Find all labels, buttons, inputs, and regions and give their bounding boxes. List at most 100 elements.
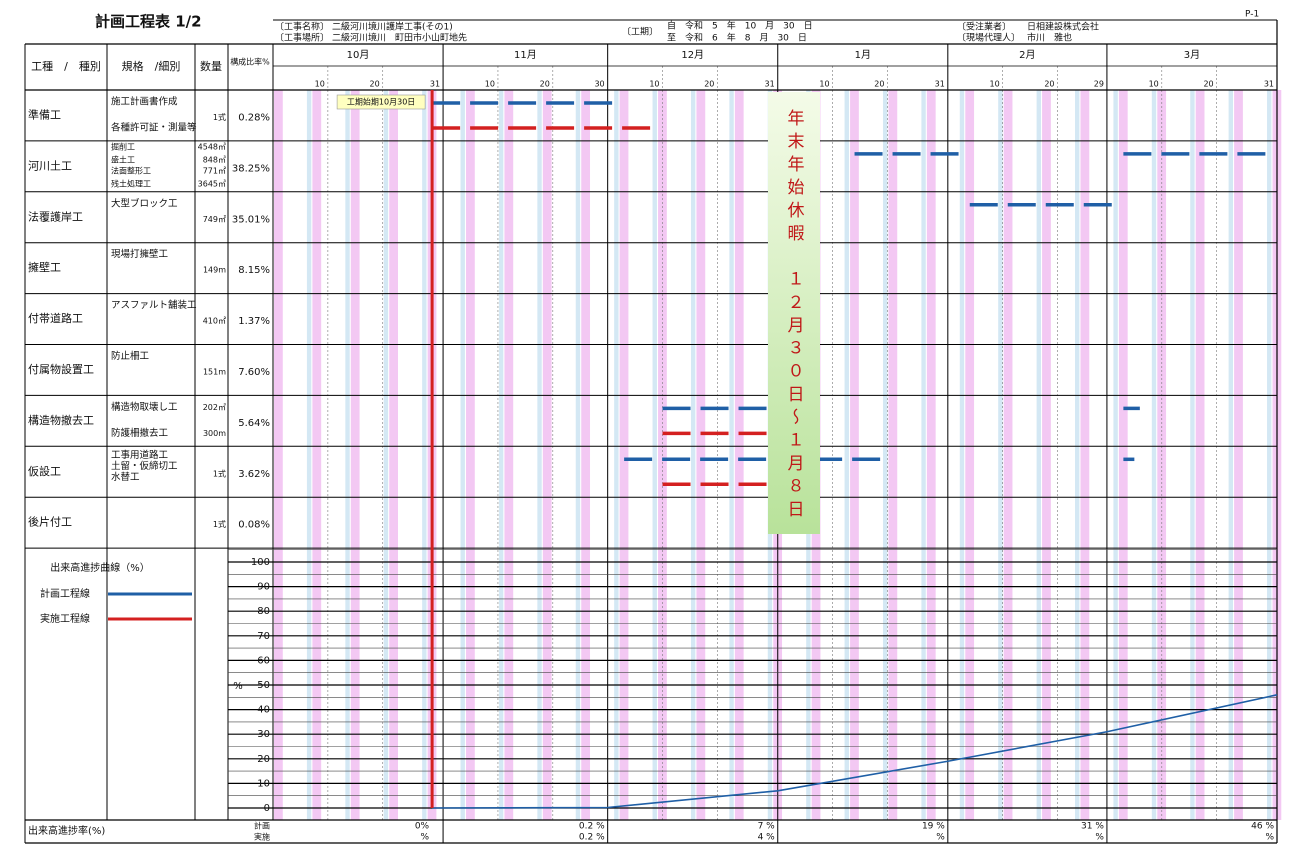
weekend-stripe <box>882 90 888 820</box>
weekend-stripe <box>306 90 312 820</box>
y-tick-label: 0 <box>264 803 270 814</box>
spec: 掘削工 <box>111 141 135 151</box>
spec: 水替工 <box>111 471 140 483</box>
day-tick-label: 10 <box>1149 80 1159 89</box>
weekend-stripe <box>383 90 389 820</box>
weekend-stripe <box>1080 90 1090 820</box>
day-tick-label: 31 <box>430 80 440 89</box>
ratio: 0.28% <box>238 112 270 123</box>
weekend-stripe <box>1267 90 1272 820</box>
day-tick-label: 31 <box>765 80 775 89</box>
day-tick-label: 31 <box>1264 80 1274 89</box>
quantity: 149m <box>203 266 226 275</box>
label: 〔工事名称〕 <box>275 21 329 33</box>
weekend-stripe <box>1003 90 1013 820</box>
weekend-stripe <box>498 90 504 820</box>
day-tick-label: 20 <box>874 80 884 89</box>
spec: 土留・仮締切工 <box>111 460 178 472</box>
legend-label: 実施工程線 <box>40 612 90 625</box>
y-tick-label: 50 <box>257 680 270 691</box>
project: 二級河川境川護岸工事(その1) <box>332 21 453 33</box>
weekend-stripe <box>345 90 350 820</box>
quantity: 848㎥ <box>203 155 226 164</box>
day-tick-label: 20 <box>1044 80 1054 89</box>
weekend-stripe <box>926 90 936 820</box>
spec: 各種許可証・測量等 <box>111 122 197 134</box>
weekend-stripe <box>1234 90 1243 820</box>
spec: 工事用道路工 <box>111 449 169 461</box>
day-tick-label: 20 <box>370 80 380 89</box>
weekend-stripe <box>1151 90 1157 820</box>
day-tick-label: 10 <box>485 80 495 89</box>
row-label: 出来高進捗率(%) <box>28 824 105 837</box>
weekend-stripe <box>619 90 629 820</box>
weekend-stripe <box>1075 90 1080 820</box>
quantity: 771㎡ <box>203 166 226 175</box>
month-label: 11月 <box>514 49 537 61</box>
label: 〔工事場所〕 <box>275 32 329 44</box>
weekend-stripe <box>888 90 898 820</box>
row-label: 計画 <box>254 821 270 831</box>
task-name: 河川土工 <box>28 159 72 172</box>
month-label: 1月 <box>855 49 871 61</box>
ratio: 7.60% <box>238 367 270 378</box>
period: 自 令和 5 年 10 月 30 日 <box>667 20 813 32</box>
month-label: 3月 <box>1184 49 1200 61</box>
spec: 現場打擁壁工 <box>111 248 169 260</box>
day-tick-label: 31 <box>935 80 945 89</box>
weekend-stripe <box>581 90 591 820</box>
label: 〔工期〕 <box>622 27 658 38</box>
day-tick-label: 20 <box>540 80 550 89</box>
milestone-box <box>336 94 426 110</box>
weekend-stripe <box>1113 90 1118 820</box>
month-label: 10月 <box>347 49 370 61</box>
title: 計画工程表 1/2 <box>95 13 202 31</box>
ratio: 38.25% <box>232 163 270 174</box>
task-name: 構造物撤去工 <box>28 413 94 427</box>
weekend-stripe <box>274 90 283 820</box>
plan-rate: 0.2 % <box>579 822 605 832</box>
spec: 盛土工 <box>111 154 135 164</box>
spec: 大型ブロック工 <box>111 197 178 209</box>
weekend-stripe <box>575 90 581 820</box>
plan-rate: 31 % <box>1081 822 1104 832</box>
weekend-stripe <box>729 90 734 820</box>
weekend-stripe <box>504 90 514 820</box>
label: 〔受注業者〕 <box>957 21 1011 33</box>
weekend-stripe <box>998 90 1003 820</box>
quantity: 1式 <box>213 519 226 529</box>
ratio: 35.01% <box>232 214 270 225</box>
task-name: 付帯道路工 <box>28 311 83 325</box>
spec: 施工計画書作成 <box>111 96 178 108</box>
y-tick-label: 70 <box>257 631 270 642</box>
day-tick-label: 29 <box>1094 80 1104 89</box>
quantity: 749㎡ <box>203 215 226 224</box>
label: 〔現場代理人〕 <box>957 32 1020 44</box>
client: 日相建設株式会社 <box>1027 21 1099 33</box>
day-tick-label: 10 <box>315 80 325 89</box>
actual-rate: % <box>1095 833 1104 843</box>
quantity: 151m <box>203 367 226 376</box>
task-name: 後片付工 <box>28 515 72 529</box>
weekend-stripe <box>422 90 427 820</box>
weekend-stripe <box>614 90 619 820</box>
weekend-stripe <box>696 90 706 820</box>
weekend-stripe <box>542 90 552 820</box>
weekend-stripe <box>1195 90 1205 820</box>
weekend-stripe <box>1118 90 1128 820</box>
weekend-stripe <box>1042 90 1051 820</box>
spec: 構造物取壊し工 <box>111 401 178 413</box>
day-tick-label: 30 <box>594 80 604 89</box>
y-tick-label: 10 <box>257 778 270 789</box>
actual-rate: % <box>421 833 430 843</box>
agent: 市川 雅也 <box>1027 32 1072 44</box>
day-tick-label: 10 <box>649 80 659 89</box>
weekend-stripe <box>1036 90 1041 820</box>
month-label: 12月 <box>681 49 704 61</box>
y-tick-label: 90 <box>257 582 270 593</box>
site: 二級河川境川 町田市小山町地先 <box>332 32 467 44</box>
page-number: P-1 <box>1245 10 1259 20</box>
weekend-stripe <box>389 90 398 820</box>
